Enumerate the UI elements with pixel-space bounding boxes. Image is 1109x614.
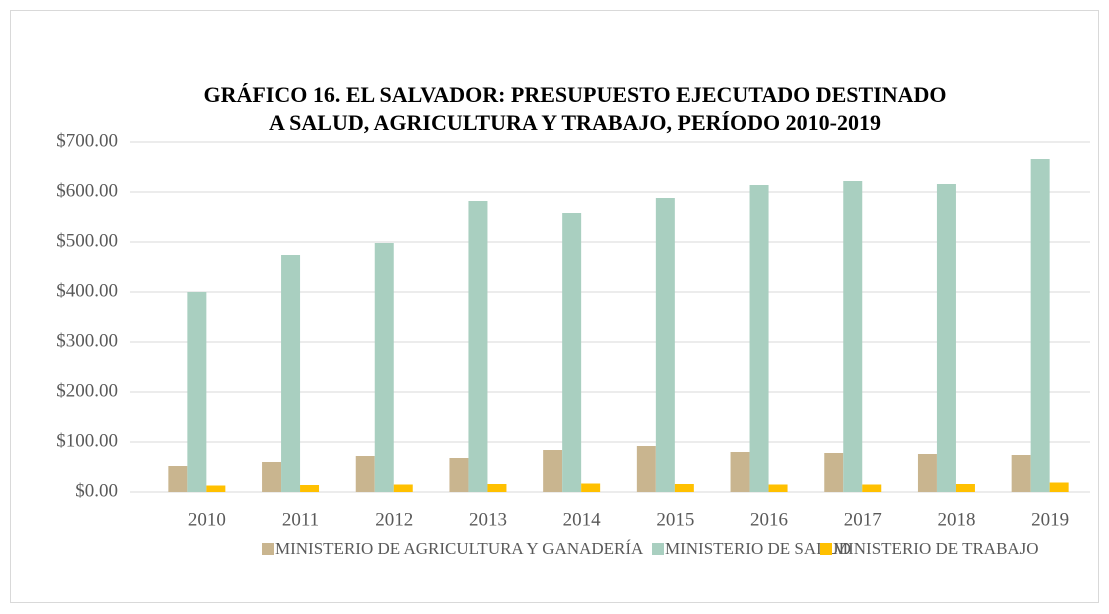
x-tick-label: 2015: [656, 509, 694, 530]
x-tick-label: 2013: [469, 509, 507, 530]
x-tick-label: 2014: [563, 509, 602, 530]
chart-title: GRÁFICO 16. EL SALVADOR: PRESUPUESTO EJE…: [203, 82, 946, 107]
y-tick-label: $200.00: [56, 380, 118, 401]
y-tick-label: $100.00: [56, 430, 118, 451]
y-tick-label: $400.00: [56, 280, 118, 301]
bar: [300, 485, 320, 492]
bar: [843, 181, 863, 492]
bar: [281, 255, 301, 492]
bar: [1011, 455, 1031, 492]
x-tick-label: 2012: [375, 509, 413, 530]
bar: [730, 452, 750, 492]
bar: [449, 458, 469, 492]
bar: [374, 243, 394, 492]
bar: [936, 184, 956, 492]
x-tick-label: 2017: [844, 509, 882, 530]
bar: [168, 466, 188, 492]
bar: [655, 198, 675, 492]
chart-title: A SALUD, AGRICULTURA Y TRABAJO, PERÍODO …: [269, 110, 881, 135]
bar: [543, 450, 563, 492]
bar: [824, 453, 844, 492]
y-tick-label: $600.00: [56, 180, 118, 201]
legend-label: MINISTERIO DE TRABAJO: [833, 539, 1039, 558]
x-tick-label: 2010: [188, 509, 226, 530]
bar: [355, 456, 375, 492]
bar: [393, 484, 413, 492]
bar: [749, 185, 769, 492]
legend-label: MINISTERIO DE SALUD: [665, 539, 851, 558]
legend-label: MINISTERIO DE AGRICULTURA Y GANADERÍA: [275, 539, 644, 558]
bar: [955, 484, 975, 492]
legend-swatch: [262, 543, 274, 555]
bar: [581, 483, 601, 492]
bar: [1049, 482, 1069, 492]
bar: [262, 462, 282, 492]
bar: [768, 484, 788, 492]
x-tick-label: 2018: [937, 509, 975, 530]
bar: [468, 201, 488, 492]
bar: [487, 484, 507, 492]
bar: [562, 213, 582, 492]
legend-swatch: [652, 543, 664, 555]
bar: [187, 292, 207, 492]
bar: [1030, 159, 1050, 492]
bar: [862, 484, 882, 492]
bar: [636, 446, 656, 492]
y-tick-label: $700.00: [56, 130, 118, 151]
y-tick-label: $300.00: [56, 330, 118, 351]
bar: [917, 454, 937, 492]
x-tick-label: 2016: [750, 509, 788, 530]
y-tick-label: $500.00: [56, 230, 118, 251]
bar: [206, 485, 226, 492]
y-tick-label: $0.00: [75, 480, 118, 501]
bar: [674, 484, 694, 492]
legend-swatch: [820, 543, 832, 555]
x-tick-label: 2019: [1031, 509, 1069, 530]
x-tick-label: 2011: [282, 509, 319, 530]
